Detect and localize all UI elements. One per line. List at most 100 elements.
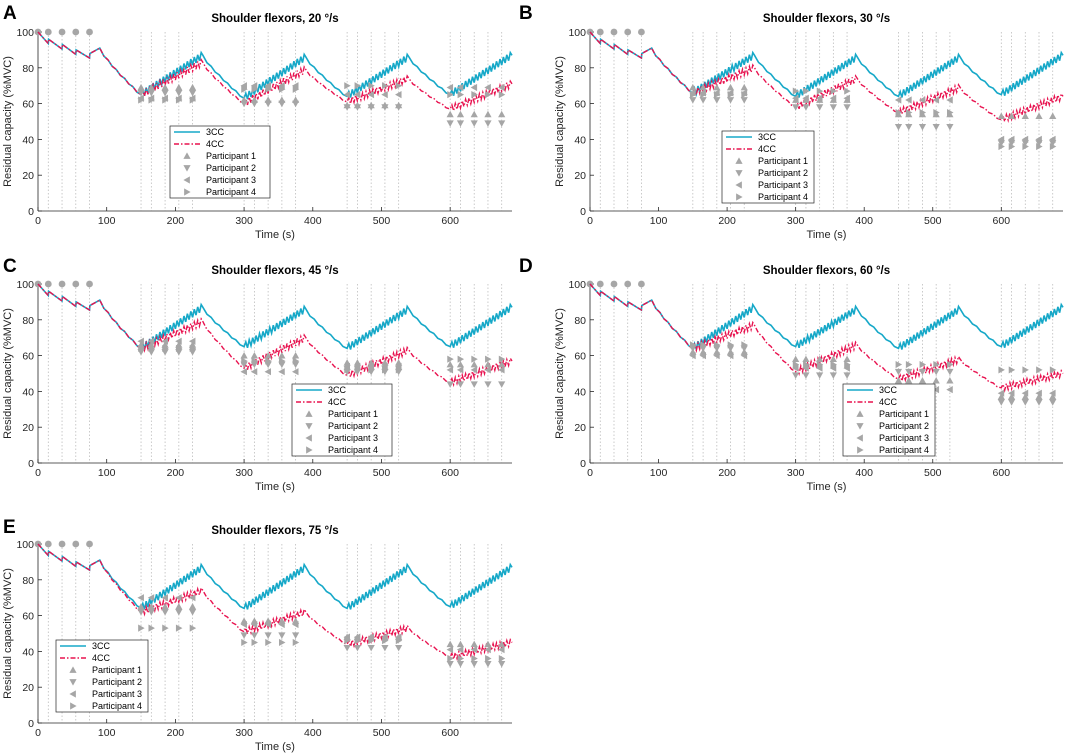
initial-marker <box>86 280 93 288</box>
participant-up-marker <box>188 83 197 91</box>
legend: 3CC 4CC Participant 1 Participant 2 Particip… <box>291 383 393 457</box>
participant-left-marker <box>353 633 361 641</box>
panel-letter: D <box>519 256 533 277</box>
participant-right-marker <box>485 654 492 663</box>
participant-right-marker <box>933 360 940 369</box>
participant-left-marker <box>1049 135 1056 143</box>
participant-right-marker <box>816 87 824 95</box>
participant-down-marker <box>735 170 743 177</box>
participant-down-marker <box>498 120 506 127</box>
participant-right-marker <box>947 108 954 117</box>
participant-left-marker <box>264 368 272 376</box>
participant-up-marker <box>829 355 837 363</box>
participant-right-marker <box>265 85 272 93</box>
participant-down-marker <box>353 104 362 111</box>
legend-label: Participant 2 <box>879 421 929 431</box>
participant-right-marker <box>1049 366 1057 374</box>
participant-up-marker <box>183 152 191 159</box>
participant-down-marker <box>188 89 197 97</box>
participant-up-marker <box>816 355 824 363</box>
participant-up-marker <box>726 83 735 91</box>
participant-up-marker <box>147 603 155 610</box>
participant-down-marker <box>183 165 191 172</box>
participant-right-marker <box>148 624 155 632</box>
participant-up-marker <box>137 83 145 91</box>
participant-up-marker <box>305 410 313 417</box>
participant-down-marker <box>1049 399 1057 406</box>
participant-down-marker <box>175 89 183 97</box>
x-tick-label: 0 <box>35 215 41 227</box>
participant-down-marker <box>843 104 851 111</box>
participant-left-marker <box>713 352 720 360</box>
participant-right-marker <box>447 654 454 663</box>
participant-left-marker <box>856 434 863 442</box>
participant-left-marker <box>997 135 1005 143</box>
x-tick-label: 400 <box>304 467 322 479</box>
legend-label: Participant 4 <box>328 445 378 455</box>
participant-up-marker <box>498 640 506 648</box>
participant-down-marker <box>250 100 258 108</box>
participant-up-marker <box>470 110 478 118</box>
participant-left-marker <box>446 83 454 92</box>
x-tick-label: 300 <box>235 467 253 479</box>
chart-title: Shoulder flexors, 45 °/s <box>211 265 338 277</box>
legend-label: Participant 2 <box>758 168 808 178</box>
participant-right-marker <box>265 357 272 365</box>
participant-up-marker <box>161 603 169 610</box>
x-tick-label: 200 <box>718 467 736 479</box>
participant-left-marker <box>278 368 285 376</box>
participant-right-marker <box>1049 142 1057 151</box>
participant-down-marker <box>816 372 824 379</box>
participant-left-marker <box>498 83 505 92</box>
participant-left-marker <box>470 83 478 92</box>
participant-down-marker <box>470 381 478 388</box>
participant-left-marker <box>699 352 706 360</box>
participant-left-marker <box>689 352 696 360</box>
participant-down-marker <box>395 644 403 652</box>
legend-label: Participant 3 <box>92 689 142 699</box>
initial-marker <box>638 28 645 36</box>
participant-down-marker <box>484 120 492 127</box>
participant-left-marker <box>264 620 272 629</box>
participant-right-marker <box>830 360 837 369</box>
panel-b: B Shoulder flexors, 30 °/s0 100 200 300 400 50… <box>519 3 1064 241</box>
initial-marker <box>44 280 52 288</box>
series-4cc-line <box>589 31 1064 125</box>
participant-right-marker <box>344 366 351 374</box>
participant-up-marker <box>1035 112 1043 120</box>
participant-left-marker <box>446 366 454 374</box>
y-axis-label: Residual capacity (%MVC) <box>554 308 566 439</box>
x-axis-label: Time (s) <box>255 741 295 753</box>
legend-box <box>55 639 149 713</box>
y-tick-label: 20 <box>574 170 586 182</box>
participant-right-marker <box>447 91 454 99</box>
legend-label: 4CC <box>328 397 347 407</box>
participant-left-marker <box>726 352 734 360</box>
participant-left-marker <box>381 91 388 99</box>
initial-marker <box>72 28 80 36</box>
y-tick-label: 60 <box>574 99 586 111</box>
participant-down-marker <box>367 644 375 652</box>
participant-down-marker <box>137 89 145 97</box>
participant-right-marker <box>457 91 465 99</box>
panel-letter: A <box>3 3 17 24</box>
participant-right-marker <box>162 96 169 104</box>
participant-left-marker <box>484 83 491 92</box>
participant-left-marker <box>292 82 299 90</box>
y-axis-label: Residual capacity (%MVC) <box>2 56 14 187</box>
series-4cc-line <box>37 283 513 388</box>
participant-down-marker <box>802 104 810 111</box>
participant-right-marker <box>70 702 77 710</box>
participant-right-marker <box>354 366 362 374</box>
participant-right-marker <box>278 85 286 93</box>
series-4cc-line <box>37 31 513 114</box>
participant-right-marker <box>1036 142 1043 151</box>
initial-marker <box>86 540 93 548</box>
x-tick-label: 0 <box>35 727 41 739</box>
participant-up-marker <box>147 83 155 91</box>
y-tick-label: 100 <box>568 279 586 291</box>
participant-up-marker <box>161 83 169 91</box>
participant-down-marker <box>470 661 478 668</box>
participant-left-marker <box>250 620 258 629</box>
legend-label: Participant 4 <box>206 187 256 197</box>
